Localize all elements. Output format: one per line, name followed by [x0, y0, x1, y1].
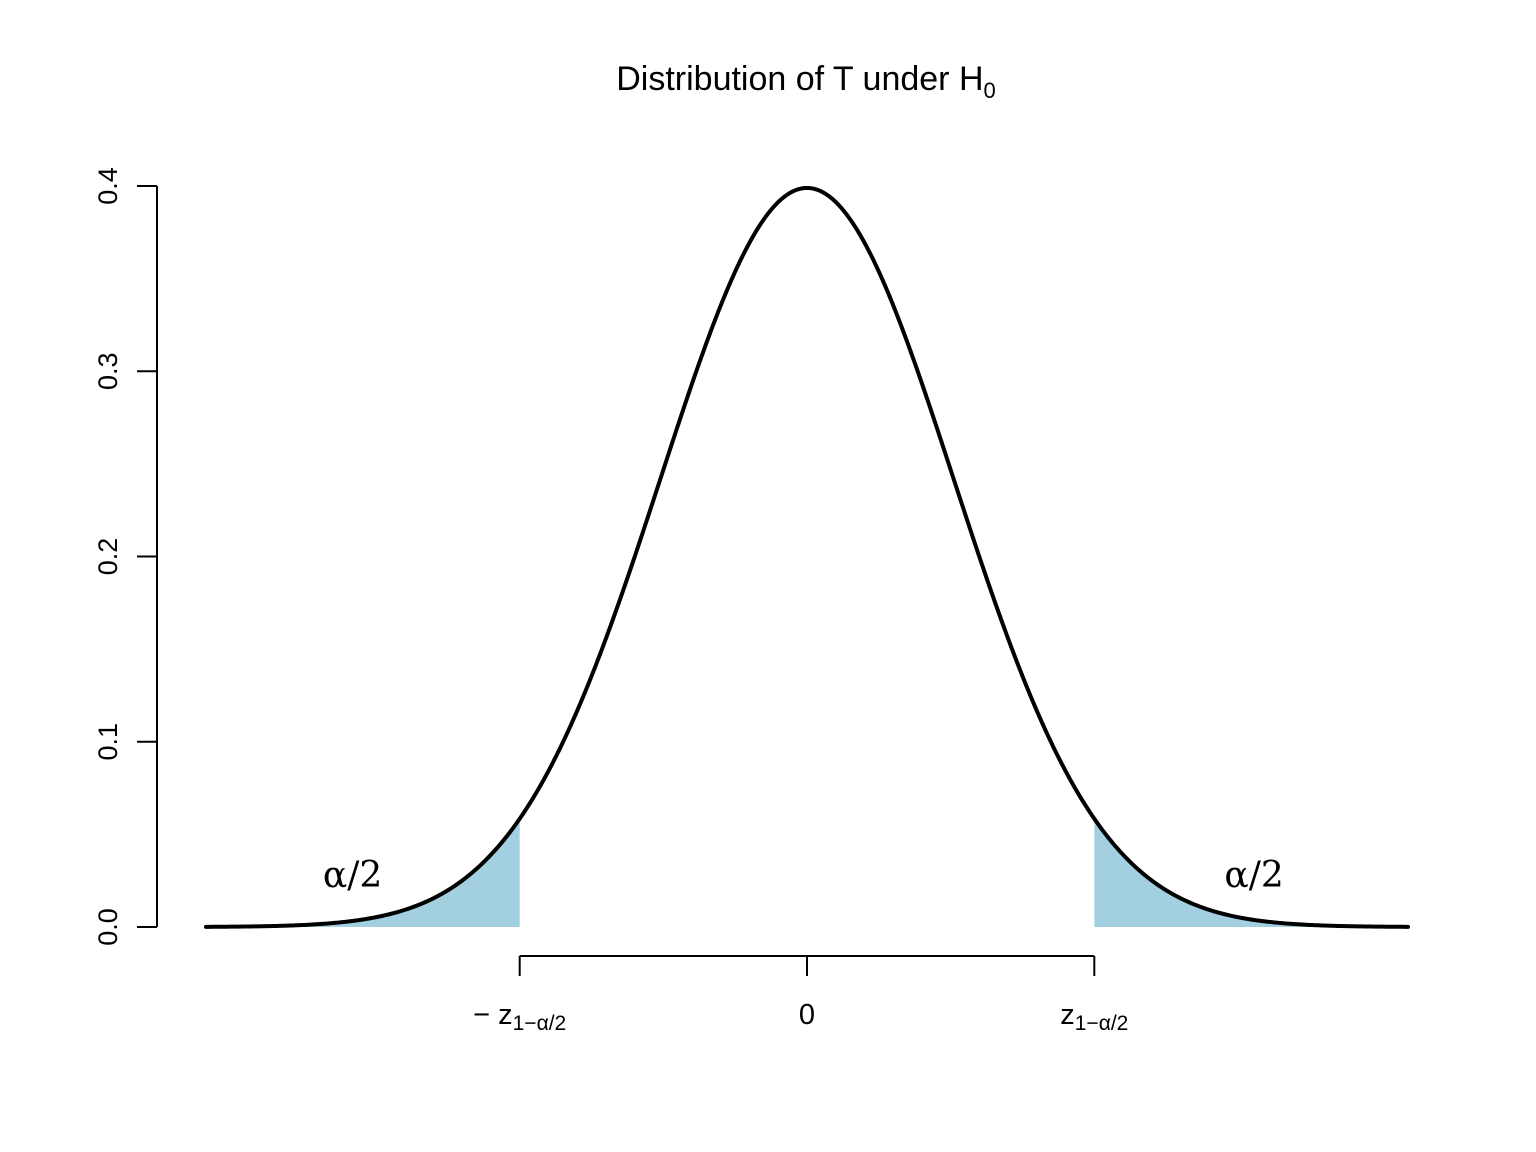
x-tick-label-main: z — [1060, 999, 1075, 1031]
y-tick-label: 0.2 — [93, 538, 123, 576]
right-tail-area — [1094, 818, 1408, 927]
y-tick-label: 0.0 — [93, 908, 123, 946]
x-tick-label: 0 — [799, 999, 815, 1031]
y-axis: 0.0 0.1 0.2 0.3 0.4 — [93, 167, 158, 946]
chart-title-subscript: 0 — [984, 78, 996, 103]
tail-label: α/2 — [1224, 855, 1283, 896]
chart-title: Distribution of T under H0 — [616, 60, 996, 103]
x-tick-label: z1−α/2 — [1060, 999, 1128, 1035]
y-tick-label: 0.4 — [93, 167, 123, 205]
x-tick-label-prefix: − — [473, 999, 498, 1031]
left-tail-area — [206, 818, 520, 927]
x-tick-label-subscript: 1−α/2 — [1075, 1012, 1129, 1035]
x-tick-label-main: 0 — [799, 999, 815, 1031]
x-tick-label-subscript: 1−α/2 — [513, 1012, 567, 1035]
chart-title-main: Distribution of T under H — [616, 60, 983, 98]
x-axis: − z1−α/2 0 z1−α/2 — [473, 955, 1128, 1035]
tail-annotations: α/2 α/2 — [323, 855, 1284, 896]
y-tick-label: 0.3 — [93, 352, 123, 390]
tail-label: α/2 — [323, 855, 382, 896]
density-curve — [204, 185, 1410, 929]
y-tick-label: 0.1 — [93, 723, 123, 761]
x-tick-label: − z1−α/2 — [473, 999, 566, 1035]
x-tick-label-main: z — [498, 999, 513, 1031]
